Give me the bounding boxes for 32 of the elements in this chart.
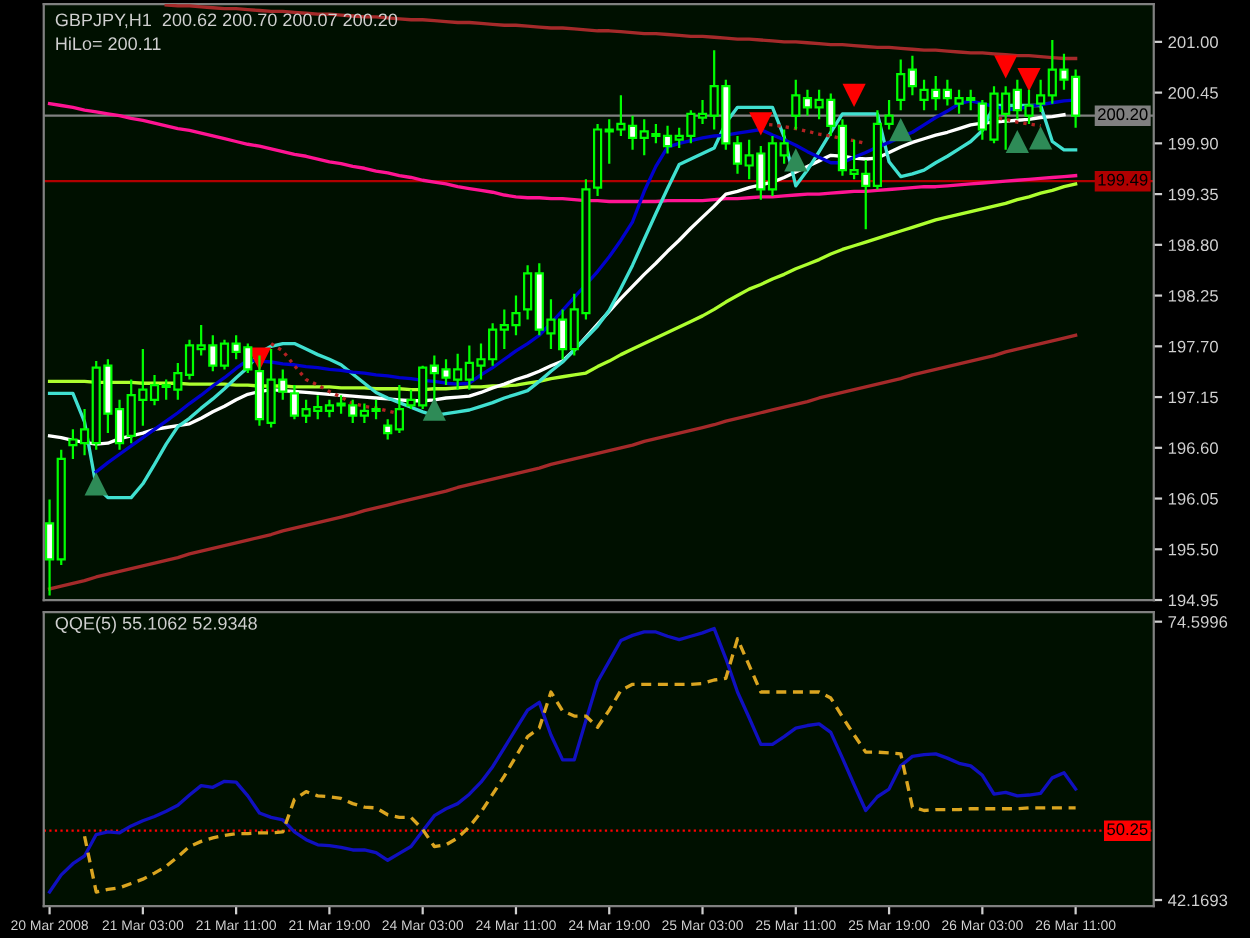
y-tick-label: 196.60 — [1168, 442, 1218, 455]
y-tick-label: 196.05 — [1168, 492, 1218, 505]
point — [84, 472, 108, 496]
y-tick-label: 74.5996 — [1168, 616, 1228, 628]
y-tick-label: 198.25 — [1168, 289, 1218, 302]
y-tick-label: 42.1693 — [1168, 894, 1228, 907]
point — [889, 117, 913, 142]
line-series — [47, 102, 1078, 204]
point — [422, 397, 446, 421]
ref-line-label: 50.25 — [1107, 823, 1148, 836]
y-tick-label: 194.95 — [1168, 594, 1218, 607]
point — [842, 83, 866, 107]
point — [1005, 129, 1029, 154]
y-tick-label: 199.90 — [1168, 137, 1218, 150]
point — [994, 55, 1018, 79]
y-tick-label: 201.00 — [1168, 36, 1218, 49]
y-tick-label: 197.70 — [1168, 340, 1218, 353]
chart-title: QQE(5) 55.1062 52.9348 — [55, 616, 257, 634]
point — [784, 148, 808, 172]
line-series — [47, 333, 1078, 591]
annotation: HiLo= 200.11 — [56, 36, 161, 51]
point — [749, 112, 773, 136]
ref-line-label: 199.49 — [1098, 173, 1148, 186]
point — [1029, 126, 1053, 150]
y-tick-label: 200.45 — [1168, 87, 1218, 99]
y-tick-label: 197.15 — [1168, 391, 1218, 404]
y-tick-label: 195.50 — [1168, 543, 1218, 556]
y-tick-label: 199.35 — [1168, 188, 1218, 201]
ref-line-label: 200.20 — [1098, 108, 1148, 121]
y-tick-label: 198.80 — [1168, 239, 1218, 252]
line-series — [47, 182, 1078, 392]
point — [1017, 68, 1041, 92]
